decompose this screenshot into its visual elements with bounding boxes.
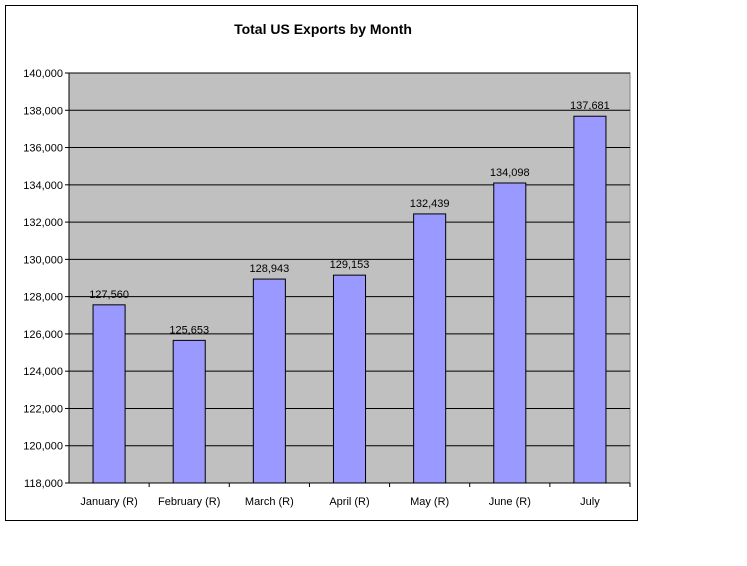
x-tick-label: July xyxy=(580,496,600,508)
y-tick-label: 120,000 xyxy=(23,441,63,453)
data-label: 125,653 xyxy=(169,324,209,336)
x-tick-label: February (R) xyxy=(158,496,220,508)
y-tick-label: 138,000 xyxy=(23,105,63,117)
data-label: 134,098 xyxy=(490,167,530,179)
bar xyxy=(92,304,126,484)
y-tick-label: 126,000 xyxy=(23,329,63,341)
bar-chart: Total US Exports by Month 118,000 120,000… xyxy=(23,21,631,508)
y-tick-label: 130,000 xyxy=(23,254,63,266)
y-tick-label: 118,000 xyxy=(24,478,63,490)
data-label: 127,560 xyxy=(89,289,129,301)
x-tick-label: June (R) xyxy=(489,496,531,508)
data-label: 137,681 xyxy=(570,100,610,112)
data-label: 129,153 xyxy=(330,259,370,271)
x-tick-label: January (R) xyxy=(80,496,137,508)
bar xyxy=(252,278,286,484)
x-tick-label: April (R) xyxy=(329,496,369,508)
y-axis-ticks: 118,000 120,000 122,000 124,000 126,000 128,0… xyxy=(23,68,69,490)
x-tick-label: May (R) xyxy=(410,496,449,508)
bar xyxy=(413,213,447,484)
x-tick-label: March (R) xyxy=(245,496,294,508)
bar xyxy=(172,339,206,484)
gridlines xyxy=(69,72,630,447)
y-tick-label: 124,000 xyxy=(23,366,63,378)
chart-title: Total US Exports by Month xyxy=(234,21,412,37)
data-label: 128,943 xyxy=(249,263,289,275)
y-tick-label: 134,000 xyxy=(23,180,63,192)
data-label: 132,439 xyxy=(410,198,450,210)
bar xyxy=(493,182,527,484)
y-tick-label: 140,000 xyxy=(23,68,63,80)
bar xyxy=(573,115,607,484)
y-tick-label: 132,000 xyxy=(23,217,63,229)
x-axis-ticks: January (R) February (R) March (R) April (R… xyxy=(80,483,631,508)
y-tick-label: 136,000 xyxy=(23,143,63,155)
y-tick-label: 122,000 xyxy=(23,403,63,415)
y-tick-label: 128,000 xyxy=(23,292,63,304)
bars: 127,560 125,653 128,943 129,153 132,439 134,0… xyxy=(89,100,610,484)
chart-frame: Total US Exports by Month 118,000 120,000… xyxy=(5,5,638,521)
bar xyxy=(332,274,367,484)
